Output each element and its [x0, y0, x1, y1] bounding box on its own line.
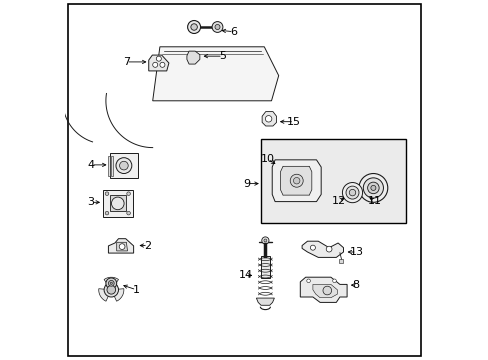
Text: 8: 8: [352, 280, 359, 290]
Polygon shape: [104, 277, 118, 286]
Polygon shape: [280, 166, 311, 195]
Circle shape: [107, 285, 115, 294]
Bar: [111, 156, 113, 176]
Circle shape: [190, 24, 197, 30]
Polygon shape: [110, 195, 125, 211]
Circle shape: [105, 211, 108, 215]
Circle shape: [293, 177, 299, 184]
Bar: [261, 256, 269, 278]
Polygon shape: [113, 289, 123, 301]
Circle shape: [264, 239, 266, 242]
Bar: [109, 153, 138, 178]
Text: 12: 12: [331, 196, 345, 206]
Polygon shape: [102, 190, 133, 217]
Circle shape: [110, 282, 112, 284]
Polygon shape: [108, 239, 133, 253]
Text: 15: 15: [286, 117, 301, 127]
Circle shape: [126, 192, 130, 195]
Circle shape: [116, 158, 132, 174]
Circle shape: [370, 185, 375, 190]
Circle shape: [215, 24, 220, 30]
Circle shape: [363, 178, 383, 198]
Text: 1: 1: [133, 285, 140, 295]
Text: 5: 5: [219, 51, 226, 61]
Circle shape: [126, 211, 130, 215]
Bar: [107, 156, 110, 176]
Circle shape: [156, 56, 161, 61]
Circle shape: [367, 182, 378, 194]
Polygon shape: [99, 289, 109, 301]
Polygon shape: [117, 242, 127, 251]
Text: 4: 4: [87, 160, 95, 170]
Circle shape: [119, 244, 125, 249]
Circle shape: [261, 237, 268, 244]
Circle shape: [105, 192, 108, 195]
Bar: [339, 259, 343, 263]
Circle shape: [325, 246, 331, 252]
Text: 7: 7: [122, 57, 130, 67]
Circle shape: [160, 62, 164, 67]
Text: 11: 11: [367, 196, 381, 206]
Polygon shape: [186, 51, 200, 64]
Circle shape: [306, 279, 310, 283]
Circle shape: [212, 22, 223, 32]
Ellipse shape: [111, 197, 124, 210]
Text: 3: 3: [87, 197, 95, 207]
Polygon shape: [300, 277, 346, 302]
Circle shape: [348, 189, 355, 196]
Polygon shape: [148, 55, 168, 71]
Polygon shape: [262, 112, 276, 126]
Circle shape: [346, 186, 358, 199]
Circle shape: [187, 21, 200, 33]
Circle shape: [332, 279, 336, 283]
Circle shape: [342, 183, 362, 203]
Text: 13: 13: [349, 247, 363, 257]
Circle shape: [265, 116, 271, 122]
Text: 10: 10: [261, 154, 274, 164]
Circle shape: [108, 280, 114, 286]
Text: 2: 2: [144, 240, 151, 251]
Circle shape: [310, 245, 315, 250]
Polygon shape: [272, 160, 321, 202]
Circle shape: [152, 62, 158, 67]
Circle shape: [120, 161, 128, 170]
Circle shape: [358, 174, 387, 202]
Text: 14: 14: [239, 270, 252, 280]
Bar: [260, 139, 406, 223]
Polygon shape: [256, 298, 274, 305]
Polygon shape: [312, 284, 337, 298]
Circle shape: [104, 283, 118, 297]
Text: 9: 9: [243, 179, 250, 189]
Circle shape: [289, 174, 303, 187]
Circle shape: [106, 278, 117, 289]
Polygon shape: [152, 47, 278, 101]
Polygon shape: [302, 241, 343, 257]
Text: 6: 6: [230, 27, 237, 37]
Circle shape: [322, 286, 331, 295]
